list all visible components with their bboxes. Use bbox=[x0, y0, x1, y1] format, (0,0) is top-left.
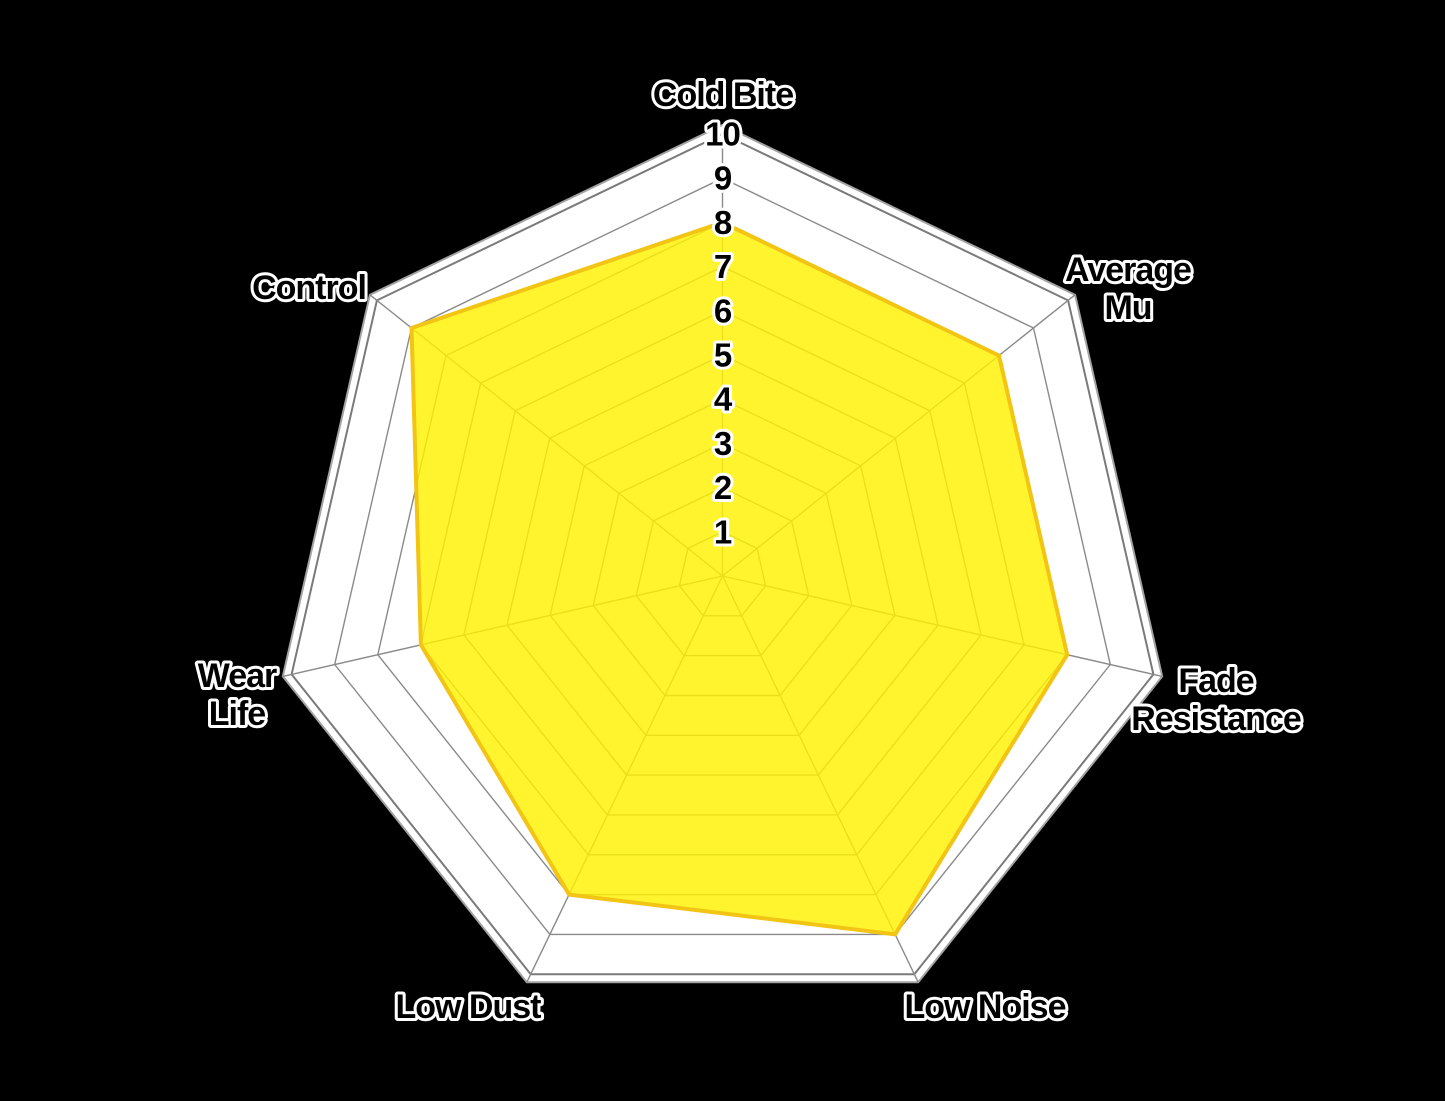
tick-label-7: 7 bbox=[714, 248, 731, 285]
axis-label-line: Wear bbox=[198, 657, 277, 695]
tick-label-1: 1 bbox=[714, 513, 732, 550]
data-series-layer bbox=[409, 220, 1070, 937]
axis-label-wear-life: Wear Life bbox=[198, 657, 277, 733]
grid-ring-10 bbox=[290, 132, 1155, 976]
axis-label-average-mu: Average Mu bbox=[1065, 251, 1191, 327]
axis-label-line: Mu bbox=[1104, 289, 1151, 327]
axis-labels-layer: Cold Bite Average Mu Fade Resistance Low Nois… bbox=[195, 73, 1305, 1029]
axis-label-line: Life bbox=[209, 695, 266, 733]
tick-label-6: 6 bbox=[714, 292, 732, 329]
tick-label-2: 2 bbox=[714, 469, 732, 506]
axis-label-line: Low Noise bbox=[904, 988, 1065, 1026]
axis-label-control: Control bbox=[252, 269, 366, 307]
axis-label-line: Resistance bbox=[1131, 700, 1301, 738]
axis-label-low-noise: Low Noise bbox=[904, 988, 1065, 1026]
axis-label-line: Average bbox=[1065, 251, 1191, 289]
tick-label-4: 4 bbox=[714, 381, 733, 418]
tick-label-10: 10 bbox=[705, 116, 740, 153]
axis-label-line: Cold Bite bbox=[653, 76, 793, 114]
axis-label-line: Fade bbox=[1178, 662, 1253, 700]
axis-label-low-dust: Low Dust bbox=[396, 988, 542, 1026]
tick-label-5: 5 bbox=[714, 337, 732, 374]
tick-label-8: 8 bbox=[714, 204, 732, 241]
axis-label-cold-bite: Cold Bite bbox=[653, 76, 793, 114]
data-polygon bbox=[409, 220, 1070, 937]
grid-ring-9 bbox=[333, 177, 1112, 936]
tick-label-9: 9 bbox=[714, 160, 732, 197]
tick-label-3: 3 bbox=[714, 425, 732, 462]
axis-label-fade-resistance: Fade Resistance bbox=[1131, 662, 1301, 738]
axis-label-line: Control bbox=[252, 269, 366, 307]
axis-label-line: Low Dust bbox=[396, 988, 542, 1026]
